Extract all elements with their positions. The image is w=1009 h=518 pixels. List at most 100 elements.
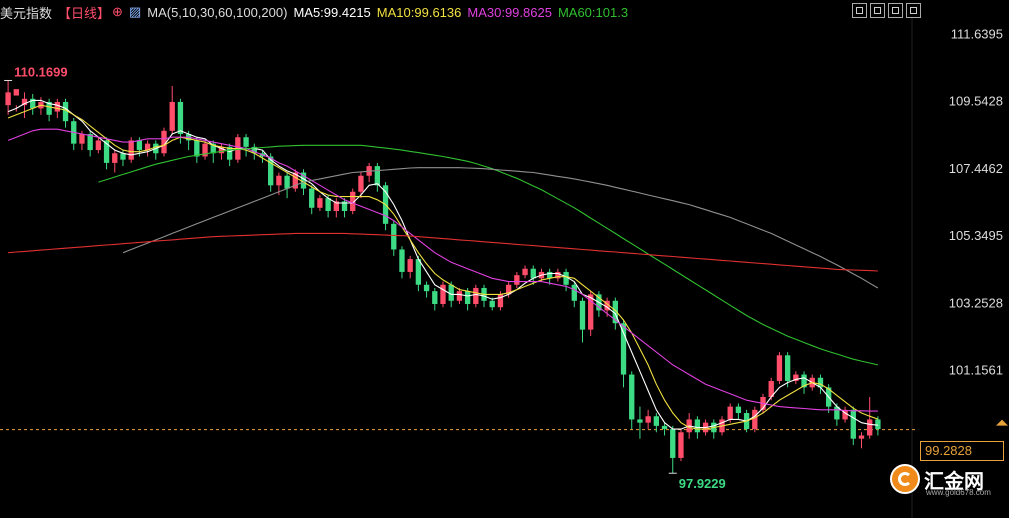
candle-body xyxy=(784,355,791,381)
indicator-icon[interactable]: ▨ xyxy=(128,4,142,19)
ma-params[interactable]: MA(5,10,30,60,100,200) xyxy=(147,4,288,20)
candle-body xyxy=(801,374,807,388)
candle-body xyxy=(309,188,315,208)
candle-body xyxy=(752,409,758,430)
ma200-line xyxy=(8,232,878,272)
candle-body xyxy=(62,101,69,122)
ma10-line xyxy=(7,104,879,430)
ma10-value: MA10:99.6136 xyxy=(376,4,462,20)
candle-body xyxy=(694,419,701,433)
candle-body xyxy=(407,259,413,272)
candle-body xyxy=(325,198,331,211)
candle-body xyxy=(243,137,249,147)
high-price-label: 110.1699 xyxy=(14,64,68,79)
price-marker-icon xyxy=(996,419,1008,426)
candle-body xyxy=(341,201,348,211)
candle-body xyxy=(292,172,298,189)
y-tick-label: 111.6395 xyxy=(951,26,1003,41)
candle-body xyxy=(776,355,783,381)
candle-body xyxy=(727,406,733,420)
candle-body xyxy=(793,374,799,381)
ma5-value: MA5:99.4215 xyxy=(293,4,371,20)
candle-body xyxy=(817,377,824,388)
candle-body xyxy=(300,172,307,189)
period-selector[interactable]: 【日线】 xyxy=(58,5,111,21)
candle-body xyxy=(54,101,61,112)
candle-body xyxy=(210,143,216,154)
candle-body xyxy=(391,223,397,250)
logo-text: 汇金网 xyxy=(924,471,984,493)
candle-body xyxy=(440,284,446,304)
logo-url: www.gold678.com xyxy=(926,488,991,497)
candle-body xyxy=(571,284,577,301)
gold678-logo: 汇金网 www.gold678.com xyxy=(890,464,1006,500)
y-tick-label: 101.1561 xyxy=(949,363,1003,378)
ma30-line xyxy=(7,128,878,412)
candle-body xyxy=(875,419,881,430)
candle-body xyxy=(547,271,553,279)
candle-body xyxy=(95,140,102,151)
low-price-label: 97.9229 xyxy=(679,476,726,491)
candle-body xyxy=(629,374,635,420)
candle-body xyxy=(555,271,561,279)
candle-body xyxy=(505,284,512,295)
candle-body xyxy=(276,175,282,186)
candle-body xyxy=(850,409,856,439)
y-tick-label: 103.2528 xyxy=(949,295,1003,310)
candle-body xyxy=(456,291,463,301)
candle-body xyxy=(128,140,134,160)
candle-body xyxy=(177,101,184,135)
candle-body xyxy=(317,198,323,208)
draw-icon[interactable] xyxy=(888,3,903,18)
candle-body xyxy=(423,284,430,292)
y-tick-label: 107.4462 xyxy=(949,161,1003,176)
candle-body xyxy=(768,380,774,397)
y-tick-label: 109.5428 xyxy=(949,94,1003,109)
candle-body xyxy=(661,425,668,430)
candle-body xyxy=(834,406,840,420)
layout-icon[interactable] xyxy=(906,3,921,18)
candle-body xyxy=(103,140,110,163)
candle-body xyxy=(432,291,438,304)
candle-body xyxy=(530,268,536,279)
candle-body xyxy=(637,419,643,423)
candle-body xyxy=(21,98,28,106)
candle-body xyxy=(87,134,93,151)
candle-body xyxy=(194,140,200,157)
candle-body xyxy=(268,156,274,186)
candle-body xyxy=(448,284,454,301)
ma100-line xyxy=(122,167,879,289)
candle-body xyxy=(612,300,618,324)
candle-body xyxy=(333,201,339,211)
candle-body xyxy=(5,92,11,106)
candle-body xyxy=(588,294,594,330)
candle-body xyxy=(563,271,569,285)
candle-body xyxy=(489,300,495,308)
candle-body xyxy=(120,153,126,160)
y-tick-label: 105.3495 xyxy=(949,228,1003,243)
candle-body xyxy=(415,259,422,285)
candle-body xyxy=(579,300,586,330)
candle-body xyxy=(202,143,208,157)
crosshair-icon[interactable] xyxy=(852,3,867,18)
ma60-value: MA60:101.3 xyxy=(557,4,629,20)
candle-body xyxy=(842,409,848,420)
candle-body xyxy=(226,146,233,160)
candle-body xyxy=(522,268,528,276)
candle-body xyxy=(514,275,520,285)
zoom-icon[interactable] xyxy=(870,3,885,18)
candle-body xyxy=(670,429,676,458)
candle-body xyxy=(144,143,151,151)
chart-toolbar xyxy=(852,3,921,18)
logo-icon xyxy=(890,464,920,494)
candle-body xyxy=(251,146,257,154)
candle-body xyxy=(374,166,381,186)
ma30-value: MA30:99.8625 xyxy=(467,4,552,20)
candle-body xyxy=(284,175,290,189)
candle-body xyxy=(497,294,504,308)
settings-icon[interactable]: ⊕ xyxy=(112,4,123,19)
candle-body xyxy=(399,249,405,272)
candle-body xyxy=(30,98,36,109)
candle-body xyxy=(653,416,660,426)
candle-body xyxy=(464,291,471,304)
